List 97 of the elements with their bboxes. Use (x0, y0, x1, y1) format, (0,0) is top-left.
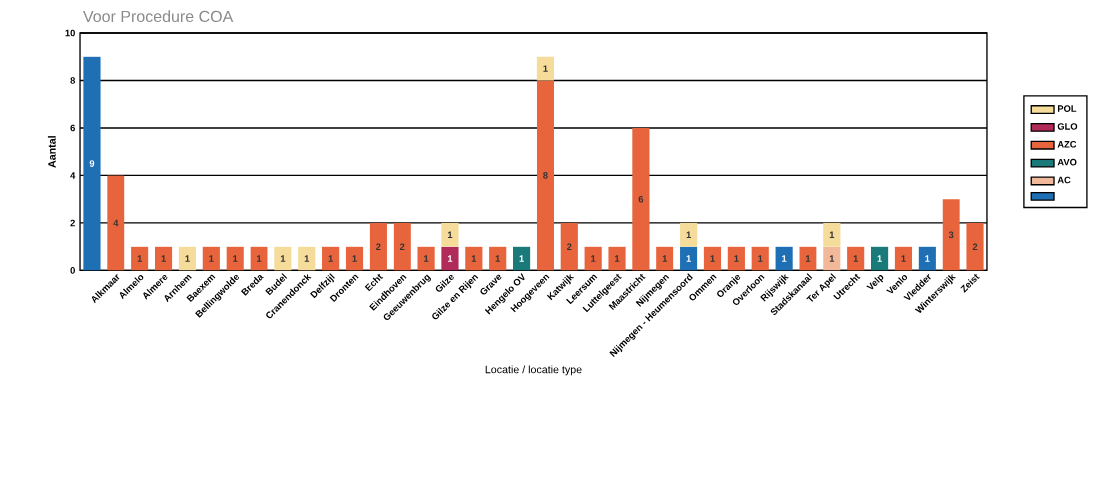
data-label: 1 (471, 255, 477, 262)
data-label: 1 (233, 255, 238, 262)
data-label: 1 (280, 255, 286, 262)
bar (727, 246, 745, 271)
bar (131, 246, 149, 271)
data-label: 1 (495, 255, 501, 262)
bar (680, 246, 698, 271)
bar (298, 246, 316, 271)
data-label: 1 (782, 255, 787, 262)
data-label: 1 (853, 255, 859, 262)
bar (560, 222, 578, 271)
bar (202, 246, 220, 271)
bar (584, 246, 602, 271)
bar (680, 222, 698, 247)
data-label: 9 (89, 160, 95, 167)
y-tick-label: 10 (65, 29, 75, 37)
bar (441, 222, 459, 247)
bar (274, 246, 292, 271)
bar (83, 56, 101, 271)
y-tick-label: 4 (70, 172, 76, 179)
x-tick-label: Velp (866, 274, 884, 290)
data-label: 1 (662, 255, 668, 262)
bar (942, 199, 960, 271)
bar (393, 222, 411, 271)
data-label: 1 (686, 231, 691, 238)
legend-label: GLO (1057, 123, 1078, 130)
bar (918, 246, 936, 271)
data-label: 1 (185, 255, 190, 262)
data-label: 1 (805, 255, 811, 262)
data-label: 1 (877, 255, 882, 262)
data-label: 2 (972, 243, 978, 250)
bar (441, 246, 459, 271)
bar (154, 246, 173, 271)
bar (966, 222, 984, 271)
bar (823, 246, 841, 271)
y-tick-label: 2 (70, 219, 75, 227)
bar (632, 127, 650, 271)
bar (489, 246, 507, 271)
data-label: 3 (948, 231, 954, 239)
data-label: 1 (352, 255, 357, 262)
data-label: 4 (113, 219, 119, 227)
data-label: 1 (328, 255, 333, 262)
bar (512, 246, 531, 271)
legend-label: AC (1057, 176, 1071, 184)
data-label: 8 (543, 172, 548, 179)
chart-title: Voor Procedure COA (83, 10, 234, 22)
bar (894, 246, 913, 271)
bar (178, 246, 197, 271)
data-label: 1 (543, 65, 548, 72)
bar (369, 222, 387, 271)
data-label: 1 (734, 255, 739, 262)
data-label: 1 (758, 255, 763, 262)
data-label: 1 (209, 255, 214, 262)
data-label: 1 (447, 231, 453, 238)
bar (656, 246, 674, 271)
data-label: 1 (901, 255, 906, 262)
data-label: 1 (615, 255, 620, 262)
bar (751, 246, 769, 271)
data-label: 2 (376, 243, 381, 250)
y-tick-label: 8 (70, 77, 76, 84)
data-label: 2 (399, 243, 405, 250)
data-label: 6 (638, 195, 644, 203)
legend-label: POL (1057, 105, 1077, 112)
data-label: 1 (304, 255, 310, 262)
bar (107, 175, 125, 271)
bar (608, 246, 626, 271)
data-label: 1 (519, 255, 524, 262)
data-label: 1 (829, 255, 835, 262)
data-label: 1 (257, 255, 262, 262)
data-label: 1 (925, 255, 930, 262)
data-label: 2 (567, 243, 572, 250)
bar (345, 246, 364, 271)
bar (847, 246, 865, 271)
legend-label: AVO (1057, 158, 1077, 166)
data-label: 1 (161, 255, 166, 262)
bar (775, 246, 793, 271)
bar (536, 80, 555, 271)
bar (226, 246, 244, 271)
bar (536, 56, 555, 81)
bar (823, 222, 841, 247)
data-label: 1 (424, 255, 429, 262)
y-axis-title: Aantal (47, 136, 56, 168)
data-label: 1 (447, 255, 453, 262)
bar (703, 246, 722, 271)
data-label: 1 (829, 231, 835, 238)
bar (417, 246, 435, 271)
data-label: 1 (591, 255, 596, 262)
data-label: 1 (686, 255, 691, 262)
data-label: 1 (137, 255, 143, 262)
data-label: 1 (710, 255, 715, 262)
bar (322, 246, 340, 271)
legend-label: AZC (1057, 140, 1077, 148)
y-tick-label: 6 (70, 124, 75, 132)
y-tick-label: 0 (70, 267, 75, 274)
x-axis-title: Locatie / locatie type (485, 365, 582, 376)
bar (870, 246, 889, 271)
bar (465, 246, 483, 271)
